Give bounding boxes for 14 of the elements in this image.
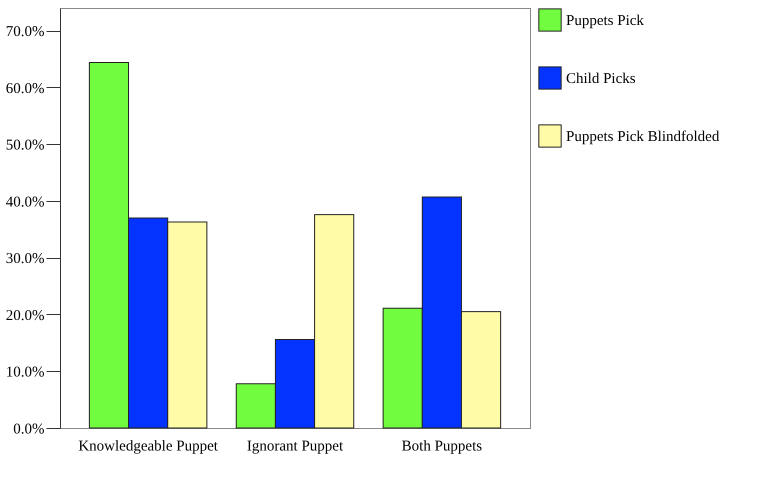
y-tick-label: 20.0% [6,308,44,324]
y-tick-label: 40.0% [6,194,44,210]
x-tick-label: Knowledgeable Puppet [78,438,219,454]
legend-label: Child Picks [566,71,636,87]
y-tick-label: 0.0% [13,422,44,438]
x-tick-label: Ignorant Puppet [246,438,344,454]
legend-label: Puppets Pick [566,13,644,29]
y-tick-label: 50.0% [6,138,44,154]
y-tick-label: 70.0% [6,24,44,40]
y-tick-label: 10.0% [6,364,44,381]
legend-label: Puppets Pick Blindfolded [566,129,720,145]
x-tick-label: Both Puppets [402,438,482,454]
y-tick-label: 60.0% [6,80,44,97]
y-tick-label: 30.0% [6,251,44,268]
